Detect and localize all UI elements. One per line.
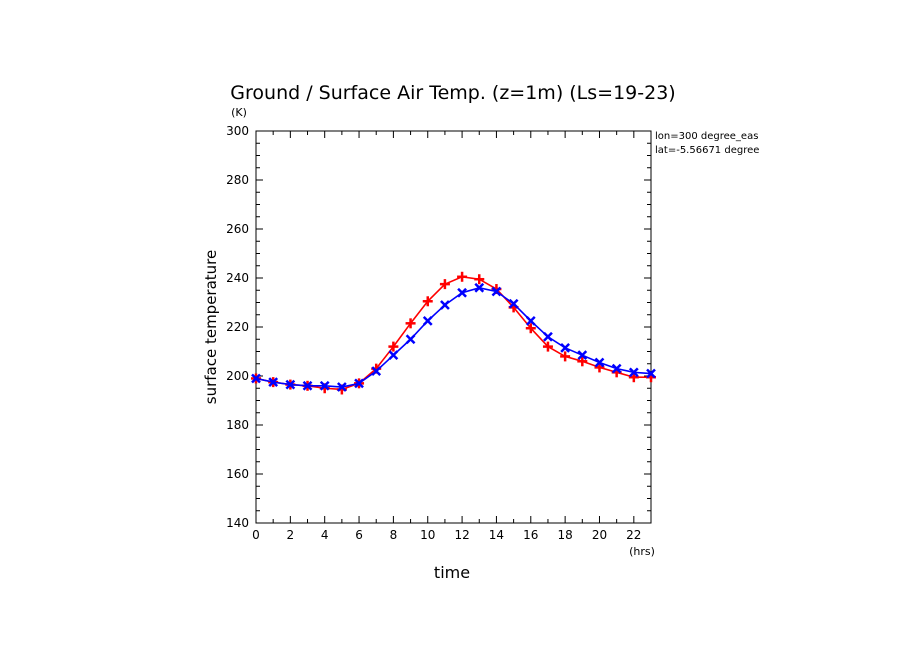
data-point — [285, 379, 296, 390]
data-point — [525, 315, 536, 326]
x-tick-label: 18 — [557, 528, 572, 542]
x-tick-label: 22 — [626, 528, 641, 542]
data-point — [543, 331, 553, 342]
data-point — [457, 287, 467, 298]
data-point — [577, 356, 588, 367]
data-point — [388, 341, 399, 352]
data-point — [525, 323, 536, 334]
x-tick-label: 6 — [355, 528, 363, 542]
data-point — [388, 350, 399, 361]
annotation-lon: lon=300 degree_eas — [655, 131, 758, 142]
data-point — [371, 366, 382, 376]
x-unit-label: (hrs) — [629, 545, 655, 558]
chart-title: Ground / Surface Air Temp. (z=1m) (Ls=19… — [230, 82, 675, 104]
data-point — [336, 382, 347, 392]
data-point — [354, 378, 364, 389]
x-tick-label: 20 — [592, 528, 607, 542]
data-point — [542, 341, 553, 352]
data-point — [422, 296, 433, 307]
axes: 0 2 4 6 8 10 12 14 16 18 20 22 140 160 180 200 220 240 260… — [226, 124, 652, 542]
y-tick-label: 280 — [226, 173, 249, 187]
x-tick-label: 4 — [321, 528, 329, 542]
x-tick-label: 0 — [252, 528, 260, 542]
data-point — [405, 318, 416, 329]
x-tick-label: 12 — [454, 528, 469, 542]
data-point — [628, 367, 639, 378]
data-point — [457, 271, 468, 282]
y-tick-label: 140 — [226, 516, 249, 530]
data-point — [611, 363, 622, 374]
data-point — [439, 279, 450, 290]
data-point — [440, 300, 450, 310]
plot-frame — [255, 130, 652, 524]
y-tick-label: 180 — [226, 418, 249, 432]
series-1 — [251, 282, 656, 392]
data-point — [422, 315, 433, 326]
x-tick-label: 16 — [523, 528, 538, 542]
data-point — [268, 377, 279, 388]
data-point — [594, 357, 605, 368]
series-line — [255, 286, 652, 388]
data-point — [577, 350, 588, 361]
y-tick-label: 220 — [226, 320, 249, 334]
x-tick-label: 8 — [390, 528, 398, 542]
data-point — [560, 342, 571, 353]
data-point — [319, 380, 330, 391]
x-axis-label: time — [434, 563, 470, 582]
series-0 — [251, 271, 656, 395]
x-tick-label: 2 — [287, 528, 295, 542]
annotation-lat: lat=-5.56671 degree — [655, 145, 759, 156]
y-tick-label: 260 — [226, 222, 249, 236]
y-unit-label: (K) — [231, 106, 247, 119]
x-tick-label: 14 — [489, 528, 504, 542]
y-tick-label: 240 — [226, 271, 249, 285]
series-line — [255, 275, 651, 391]
series-layer — [251, 271, 656, 395]
y-tick-label: 160 — [226, 467, 249, 481]
data-point — [491, 286, 502, 297]
y-axis-label: surface temperature — [202, 250, 220, 405]
data-point — [302, 380, 313, 391]
data-point — [646, 368, 656, 379]
y-tick-label: 300 — [226, 124, 249, 138]
data-point — [251, 373, 261, 384]
data-point — [474, 274, 485, 285]
x-tick-label: 10 — [420, 528, 435, 542]
data-point — [560, 351, 571, 362]
data-point — [508, 298, 519, 309]
y-tick-label: 200 — [226, 369, 249, 383]
data-point — [474, 282, 485, 293]
data-point — [405, 334, 416, 345]
